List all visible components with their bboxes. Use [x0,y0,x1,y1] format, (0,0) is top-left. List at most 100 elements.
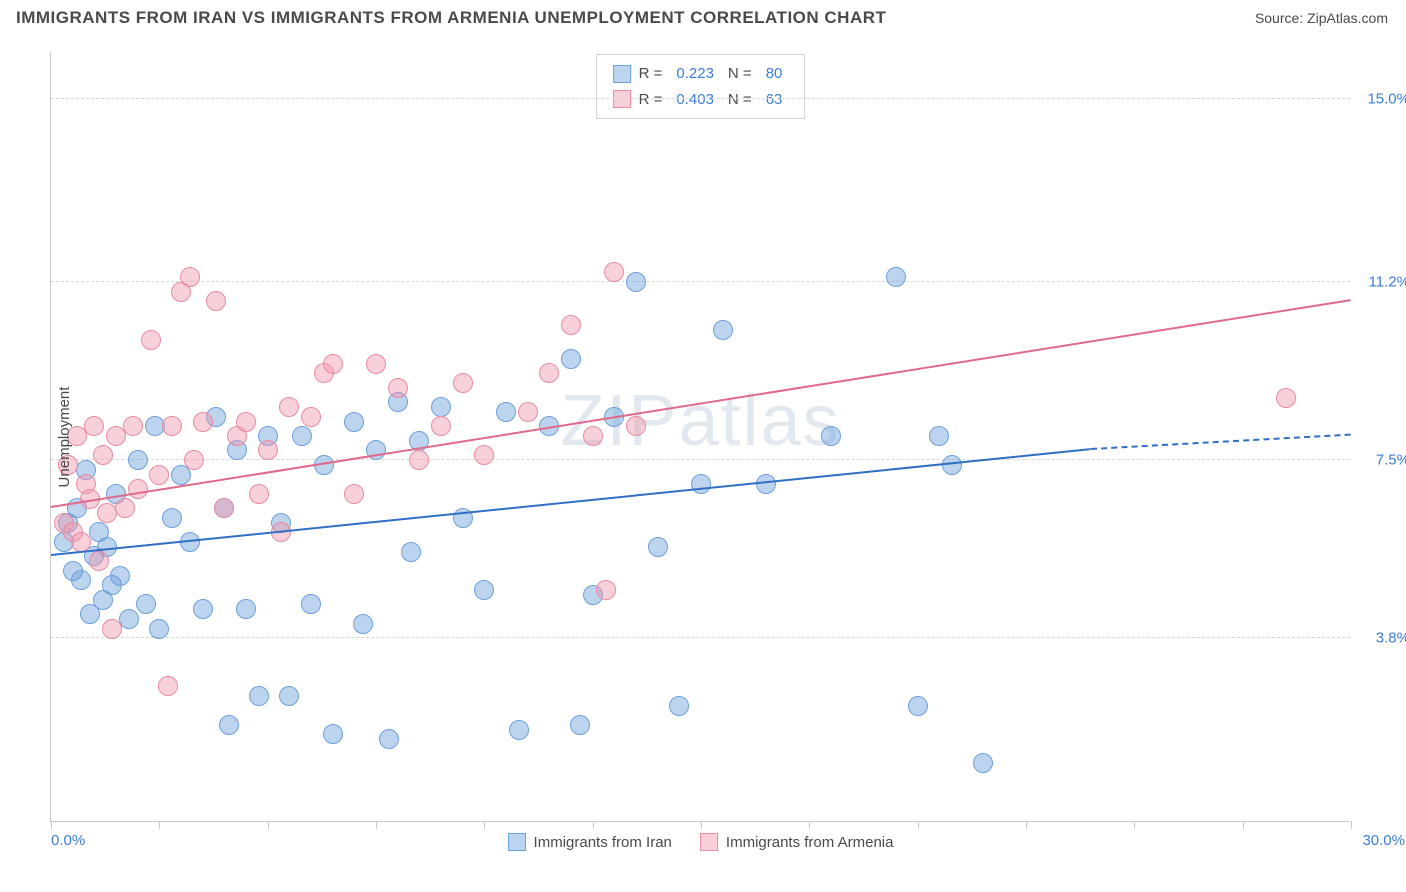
data-point-iran [431,397,451,417]
data-point-armenia [474,445,494,465]
x-tick [918,821,919,829]
data-point-armenia [236,412,256,432]
data-point-armenia [180,267,200,287]
data-point-armenia [102,619,122,639]
x-tick [51,821,52,829]
data-point-armenia [123,416,143,436]
data-point-iran [509,720,529,740]
data-point-iran [973,753,993,773]
data-point-armenia [626,416,646,436]
data-point-armenia [258,440,278,460]
data-point-armenia [388,378,408,398]
data-point-iran [119,609,139,629]
data-point-armenia [214,498,234,518]
r-value-iran: 0.223 [676,61,714,87]
data-point-armenia [604,262,624,282]
data-point-iran [149,619,169,639]
watermark: ZIPatlas [560,380,840,462]
data-point-armenia [583,426,603,446]
x-tick [593,821,594,829]
legend-item-armenia: Immigrants from Armenia [700,833,894,851]
data-point-iran [344,412,364,432]
data-point-armenia [162,416,182,436]
data-point-iran [136,594,156,614]
data-point-armenia [279,397,299,417]
gridline [51,281,1350,282]
data-point-iran [474,580,494,600]
data-point-iran [353,614,373,634]
data-point-armenia [561,315,581,335]
y-tick-label: 15.0% [1355,91,1406,108]
y-tick-label: 11.2% [1355,274,1406,291]
data-point-iran [561,349,581,369]
n-value-armenia: 63 [766,87,783,113]
data-point-armenia [193,412,213,432]
data-point-iran [713,320,733,340]
x-tick [268,821,269,829]
gridline [51,98,1350,99]
data-point-iran [401,542,421,562]
data-point-armenia [249,484,269,504]
legend-stats: R = 0.223 N = 80 R = 0.403 N = 63 [596,54,806,119]
data-point-armenia [184,450,204,470]
legend-item-iran: Immigrants from Iran [508,833,672,851]
data-point-armenia [366,354,386,374]
x-axis-min-label: 0.0% [51,832,85,849]
legend-stats-row-armenia: R = 0.403 N = 63 [613,87,789,113]
data-point-iran [886,267,906,287]
data-point-armenia [539,363,559,383]
data-point-iran [162,508,182,528]
data-point-iran [249,686,269,706]
data-point-iran [292,426,312,446]
data-point-iran [236,599,256,619]
data-point-armenia [596,580,616,600]
data-point-armenia [431,416,451,436]
data-point-armenia [89,551,109,571]
source-label: Source: ZipAtlas.com [1255,10,1388,26]
data-point-armenia [409,450,429,470]
data-point-iran [669,696,689,716]
legend-label-iran: Immigrants from Iran [534,834,672,851]
data-point-iran [626,272,646,292]
r-value-armenia: 0.403 [676,87,714,113]
x-tick [1026,821,1027,829]
data-point-armenia [518,402,538,422]
data-point-armenia [149,465,169,485]
data-point-iran [193,599,213,619]
data-point-armenia [158,676,178,696]
legend-label-armenia: Immigrants from Armenia [726,834,894,851]
data-point-iran [496,402,516,422]
data-point-armenia [301,407,321,427]
x-tick [1134,821,1135,829]
data-point-iran [301,594,321,614]
chart-title: IMMIGRANTS FROM IRAN VS IMMIGRANTS FROM … [16,8,886,28]
data-point-iran [279,686,299,706]
x-tick [701,821,702,829]
r-label: R = [639,87,663,113]
legend-bottom: Immigrants from Iran Immigrants from Arm… [508,833,894,851]
y-tick-label: 3.8% [1355,630,1406,647]
n-label: N = [728,87,752,113]
data-point-iran [110,566,130,586]
data-point-armenia [141,330,161,350]
data-point-armenia [453,373,473,393]
data-point-iran [929,426,949,446]
data-point-iran [128,450,148,470]
data-point-iran [323,724,343,744]
plot-region: ZIPatlas R = 0.223 N = 80 R = 0.403 N = … [50,52,1350,822]
data-point-armenia [128,479,148,499]
data-point-armenia [71,532,91,552]
data-point-armenia [206,291,226,311]
data-point-iran [570,715,590,735]
data-point-armenia [323,354,343,374]
x-axis-max-label: 30.0% [1362,832,1405,849]
r-label: R = [639,61,663,87]
chart-area: ZIPatlas R = 0.223 N = 80 R = 0.403 N = … [50,52,1350,822]
x-tick [376,821,377,829]
swatch-armenia-icon [613,90,631,108]
x-tick [159,821,160,829]
data-point-iran [756,474,776,494]
y-tick-label: 7.5% [1355,452,1406,469]
data-point-iran [648,537,668,557]
data-point-iran [691,474,711,494]
